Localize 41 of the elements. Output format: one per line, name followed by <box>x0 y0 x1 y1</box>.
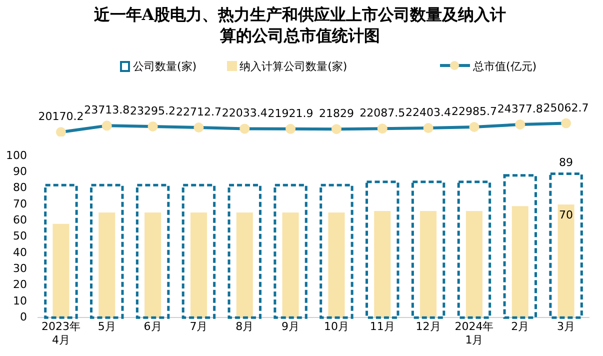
y-tick-label: 70 <box>13 197 27 210</box>
data-label: 22033.4 <box>222 106 268 120</box>
y-tick-label: 30 <box>13 262 27 275</box>
data-label: 25062.7 <box>543 101 589 114</box>
x-tick-label: 11月 <box>370 320 395 334</box>
data-label: 21921.9 <box>268 106 314 120</box>
data-label: 23295.2 <box>130 104 176 118</box>
x-tick-label: 7月 <box>190 320 208 334</box>
data-label: 22712.7 <box>176 105 222 118</box>
y-tick-label: 90 <box>13 165 27 178</box>
data-label: 24377.8 <box>497 102 543 116</box>
data-label: 22403.4 <box>406 106 452 120</box>
data-label: 89 <box>559 156 574 169</box>
data-label: 22087.5 <box>360 106 406 120</box>
data-label: 20170.2 <box>38 110 84 124</box>
data-label: 22985.7 <box>451 105 497 118</box>
y-tick-label: 40 <box>13 246 27 259</box>
x-tick-label: 12月 <box>416 320 441 334</box>
x-tick-label: 2023年4月 <box>41 320 80 346</box>
y-tick-label: 60 <box>13 214 27 226</box>
y-tick-label: 0 <box>20 310 27 324</box>
chart-title: 近一年A股电力、热力生产和供应业上市公司数量及纳入计算的公司总市值统计图 <box>92 4 508 46</box>
x-tick-label: 10月 <box>324 320 349 334</box>
legend-label: 总市值(亿元) <box>473 58 537 74</box>
data-label: 21829 <box>318 107 354 120</box>
x-tick-label: 8月 <box>236 320 254 334</box>
x-tick-label: 3月 <box>557 320 576 334</box>
y-tick-label: 20 <box>13 278 27 292</box>
x-tick-label: 2024年1月 <box>454 320 494 346</box>
y-tick-label: 100 <box>6 148 27 162</box>
x-tick-label: 9月 <box>282 320 300 334</box>
x-tick-label: 6月 <box>144 320 162 334</box>
data-label: 70 <box>559 208 574 222</box>
y-tick-label: 10 <box>13 294 27 308</box>
x-tick-label: 5月 <box>98 320 116 334</box>
y-tick-label: 80 <box>13 181 27 194</box>
legend-label: 公司数量(家) <box>133 58 197 74</box>
y-tick-label: 50 <box>13 230 27 243</box>
x-tick-label: 2月 <box>511 320 530 334</box>
legend-label: 纳入计算公司数量(家) <box>240 58 348 74</box>
data-label: 23713.8 <box>84 104 130 117</box>
